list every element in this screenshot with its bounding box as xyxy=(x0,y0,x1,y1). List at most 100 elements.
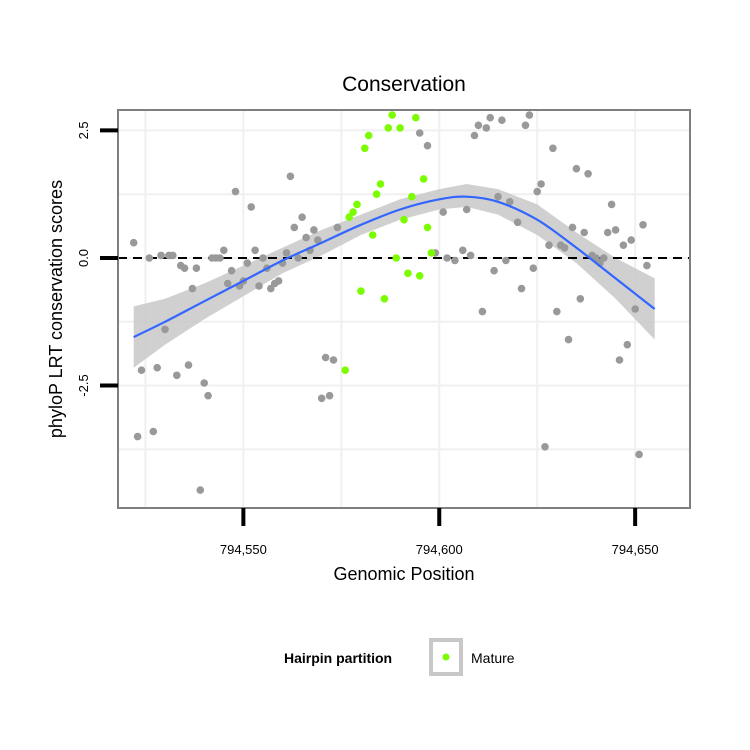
data-point xyxy=(231,187,240,196)
data-point xyxy=(153,363,161,372)
data-point xyxy=(310,226,318,234)
data-point xyxy=(325,391,334,400)
trend-line xyxy=(133,195,656,339)
mature-point xyxy=(361,144,369,153)
data-point xyxy=(251,246,259,255)
data-point xyxy=(635,450,643,459)
mature-point xyxy=(376,180,385,188)
data-points xyxy=(129,111,651,494)
confidence-band-area xyxy=(133,184,655,368)
data-point xyxy=(549,144,557,153)
data-point xyxy=(482,124,491,132)
data-point xyxy=(247,203,255,211)
data-point xyxy=(180,264,189,273)
data-point xyxy=(502,256,510,265)
legend-label-mature: Mature xyxy=(471,650,515,666)
data-point xyxy=(204,391,212,400)
plot-panel xyxy=(117,109,691,509)
data-point xyxy=(600,254,608,262)
mature-point xyxy=(384,124,393,132)
mature-point xyxy=(415,272,424,280)
data-point xyxy=(274,277,283,285)
mature-point xyxy=(392,254,401,262)
data-point xyxy=(314,236,322,244)
mature-point xyxy=(427,249,436,257)
data-point xyxy=(149,427,158,436)
chart-title: Conservation xyxy=(342,73,466,96)
data-point xyxy=(192,264,201,273)
data-point xyxy=(521,121,530,130)
x-tick-label: 794,550 xyxy=(220,542,267,557)
mature-point xyxy=(368,231,377,239)
data-point xyxy=(200,379,208,387)
data-point xyxy=(529,264,538,273)
data-point xyxy=(564,335,573,344)
y-tick-label: -2.5 xyxy=(76,374,91,396)
data-point xyxy=(498,116,506,124)
data-point xyxy=(294,254,303,262)
data-point xyxy=(576,295,585,303)
confidence-band xyxy=(133,184,655,368)
data-point xyxy=(627,236,635,244)
data-point xyxy=(282,249,291,257)
data-point xyxy=(525,111,534,119)
data-point xyxy=(603,228,612,237)
mature-point xyxy=(396,124,404,132)
data-point xyxy=(631,305,639,313)
data-point xyxy=(470,131,479,140)
data-point xyxy=(459,246,467,255)
data-point xyxy=(188,284,197,293)
data-point xyxy=(490,266,498,275)
data-point xyxy=(415,129,424,137)
data-point xyxy=(462,205,471,214)
data-point xyxy=(615,356,624,364)
data-point xyxy=(133,432,142,441)
data-point xyxy=(333,223,342,232)
data-point xyxy=(216,254,224,262)
mature-point xyxy=(372,190,381,198)
data-point xyxy=(290,223,299,232)
panel-border xyxy=(117,109,691,509)
data-point xyxy=(443,254,451,262)
data-point xyxy=(129,238,138,247)
data-point xyxy=(145,254,154,262)
x-tick-label: 794,600 xyxy=(416,542,463,557)
data-point xyxy=(580,228,588,237)
mature-point xyxy=(408,192,416,201)
data-point xyxy=(329,356,338,364)
data-point xyxy=(537,180,545,188)
y-tick-label: 0.0 xyxy=(76,249,91,267)
mature-point xyxy=(404,269,412,278)
data-point xyxy=(451,256,459,265)
mature-point xyxy=(349,208,357,216)
data-point xyxy=(568,223,577,232)
data-point xyxy=(286,172,295,181)
data-point xyxy=(611,226,620,234)
data-point xyxy=(478,307,487,316)
data-point xyxy=(639,221,647,229)
y-axis-title: phyloP LRT conservation scores xyxy=(46,180,66,438)
legend: Hairpin partition Mature xyxy=(284,638,515,676)
data-point xyxy=(243,259,252,267)
data-point xyxy=(196,486,205,494)
data-point xyxy=(302,233,310,242)
data-point xyxy=(321,353,330,362)
data-point xyxy=(137,366,146,375)
data-point xyxy=(173,371,181,380)
data-point xyxy=(439,208,448,216)
data-point xyxy=(545,241,553,249)
x-axis: 794,550 794,600 794,650 xyxy=(220,508,659,557)
data-point xyxy=(184,361,193,369)
data-point xyxy=(623,340,632,349)
mature-point xyxy=(341,366,350,375)
legend-key-mature-point xyxy=(442,653,450,661)
data-point xyxy=(227,266,236,275)
data-point xyxy=(255,282,263,290)
data-point xyxy=(169,251,177,260)
smooth-trend-line xyxy=(133,195,656,339)
data-point xyxy=(486,113,495,122)
data-point xyxy=(553,307,561,316)
data-point xyxy=(541,443,549,451)
data-point xyxy=(223,279,232,288)
